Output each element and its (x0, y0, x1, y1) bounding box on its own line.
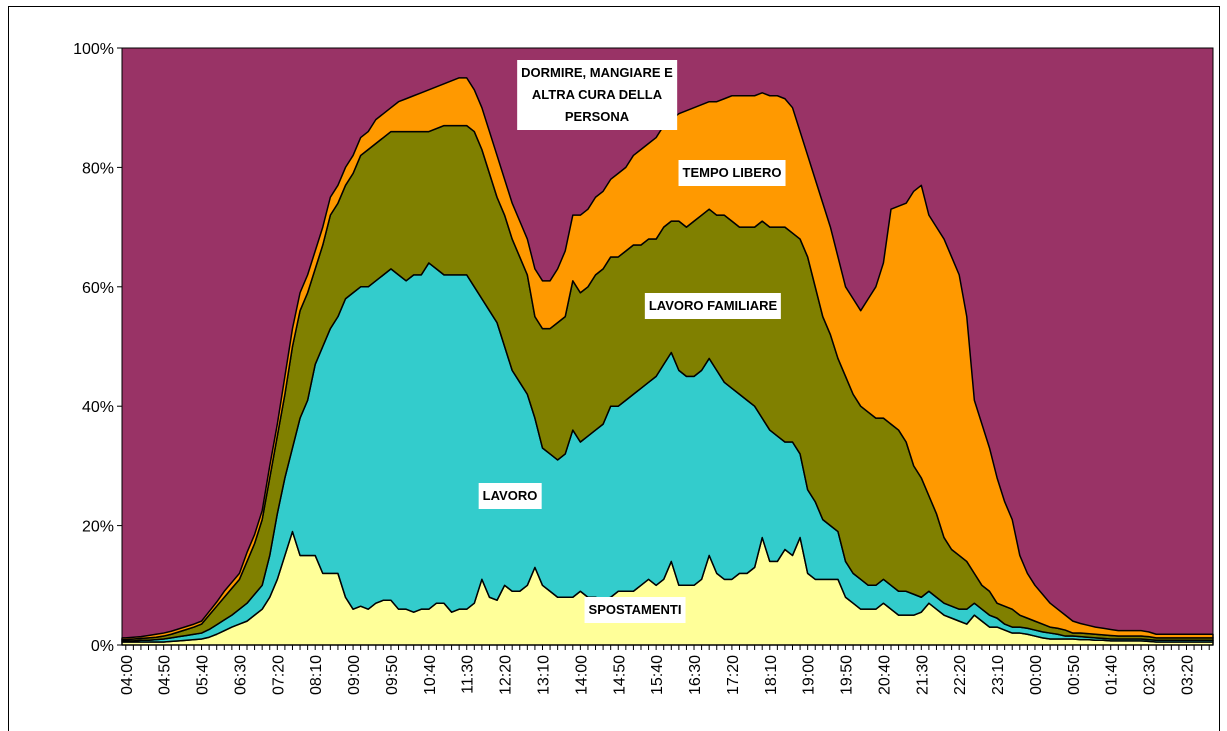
y-tick-label: 0% (91, 638, 114, 655)
y-tick-label: 80% (82, 160, 114, 177)
area-label: DORMIRE, MANGIARE E ALTRA CURA DELLA PER… (517, 60, 677, 130)
x-tick-label: 02:30 (1142, 655, 1159, 695)
x-tick-label: 19:50 (839, 655, 856, 695)
y-tick-label: 60% (82, 280, 114, 297)
plot-frame (121, 47, 1214, 646)
x-tick-label: 12:20 (498, 655, 515, 695)
x-tick-label: 04:50 (157, 655, 174, 695)
x-tick-label: 06:30 (232, 655, 249, 695)
x-tick-label: 14:00 (573, 655, 590, 695)
x-tick-label: 21:30 (914, 655, 931, 695)
x-tick-label: 09:00 (346, 655, 363, 695)
x-tick-label: 18:10 (763, 655, 780, 695)
x-tick-label: 14:50 (611, 655, 628, 695)
area-label: TEMPO LIBERO (678, 160, 786, 186)
y-tick-label: 40% (82, 399, 114, 416)
area-label: LAVORO FAMILIARE (644, 293, 782, 319)
chart-frame (8, 6, 1220, 731)
x-tick-label: 19:00 (801, 655, 818, 695)
x-tick-label: 00:50 (1066, 655, 1083, 695)
area-label: LAVORO (478, 483, 542, 509)
y-tick-label: 20% (82, 519, 114, 536)
area-label: SPOSTAMENTI (584, 597, 686, 623)
x-tick-label: 10:40 (422, 655, 439, 695)
x-tick-label: 20:40 (876, 655, 893, 695)
x-tick-label: 00:00 (1028, 655, 1045, 695)
x-tick-label: 05:40 (195, 655, 212, 695)
y-tick-label: 100% (73, 41, 114, 58)
x-tick-label: 03:20 (1179, 655, 1196, 695)
x-tick-label: 17:20 (725, 655, 742, 695)
x-tick-label: 11:30 (460, 655, 477, 694)
x-tick-label: 16:30 (687, 655, 704, 695)
x-tick-label: 13:10 (535, 655, 552, 695)
x-tick-label: 23:10 (990, 655, 1007, 695)
x-tick-label: 08:10 (308, 655, 325, 695)
x-tick-label: 22:20 (952, 655, 969, 695)
x-tick-label: 07:20 (270, 655, 287, 695)
x-tick-label: 04:00 (119, 655, 136, 695)
x-tick-label: 15:40 (649, 655, 666, 695)
x-tick-label: 01:40 (1104, 655, 1121, 695)
x-tick-label: 09:50 (384, 655, 401, 695)
